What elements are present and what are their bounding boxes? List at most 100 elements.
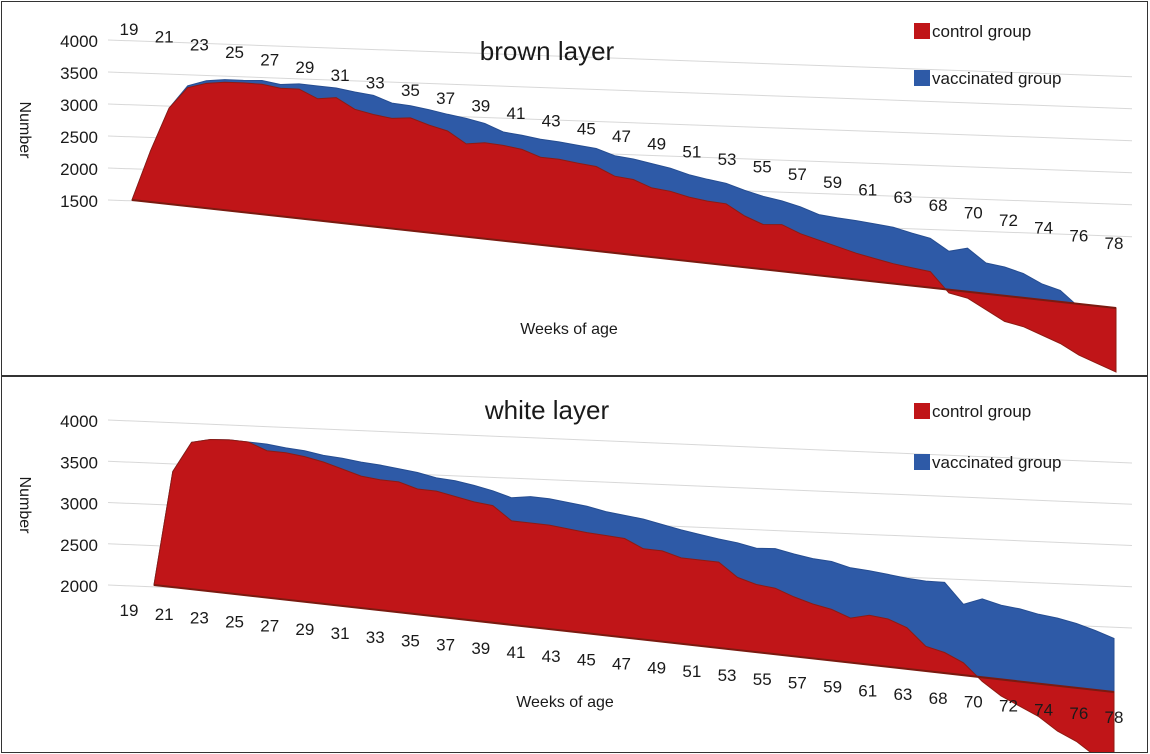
x-tick-label: 76 xyxy=(1069,704,1088,723)
brown-layer-chart: brown layer Number Weeks of age control … xyxy=(16,20,1133,373)
x-tick-label: 61 xyxy=(858,681,877,700)
x-tick-label: 74 xyxy=(1034,700,1053,719)
x-tick-label: 72 xyxy=(999,211,1018,230)
x-tick-label: 51 xyxy=(682,142,701,161)
x-tick-label: 43 xyxy=(542,647,561,666)
y-tick-label: 1500 xyxy=(60,192,98,211)
x-tick-label: 55 xyxy=(753,158,772,177)
chart-title: brown layer xyxy=(480,36,615,66)
x-tick-label: 21 xyxy=(155,28,174,47)
chart-title: white layer xyxy=(484,395,610,425)
y-tick-label: 2500 xyxy=(60,536,98,555)
x-tick-labels: 19 21 23 25 27 29 31 33 35 37 39 41 43 45 47 49 51 53 55 57… xyxy=(120,601,1124,727)
gridline xyxy=(107,39,1133,78)
x-tick-label: 63 xyxy=(893,685,912,704)
gridline xyxy=(107,419,1133,464)
legend: control group vaccinated group xyxy=(914,22,1061,88)
x-tick-label: 29 xyxy=(295,620,314,639)
y-tick-label: 3500 xyxy=(60,64,98,83)
x-tick-label: 39 xyxy=(471,96,490,115)
x-tick-label: 78 xyxy=(1105,234,1124,253)
y-tick-labels: 1500 2000 2500 3000 3500 4000 xyxy=(60,32,98,211)
x-tick-label: 74 xyxy=(1034,219,1053,238)
y-tick-label: 4000 xyxy=(60,32,98,51)
legend-label-vaccinated: vaccinated group xyxy=(932,453,1061,472)
y-tick-label: 2500 xyxy=(60,128,98,147)
x-tick-label: 72 xyxy=(999,697,1018,716)
white-layer-panel: white layer Number Weeks of age control … xyxy=(1,376,1148,753)
x-tick-label: 23 xyxy=(190,609,209,628)
x-tick-label: 59 xyxy=(823,677,842,696)
x-tick-label: 49 xyxy=(647,135,666,154)
x-tick-label: 35 xyxy=(401,81,420,100)
y-axis-label: Number xyxy=(16,102,33,160)
x-tick-label: 27 xyxy=(260,51,279,70)
x-tick-label: 70 xyxy=(964,693,983,712)
x-tick-label: 45 xyxy=(577,119,596,138)
x-tick-label: 29 xyxy=(295,58,314,77)
y-tick-label: 3500 xyxy=(60,453,98,472)
y-tick-label: 2000 xyxy=(60,160,98,179)
x-tick-label: 76 xyxy=(1069,226,1088,245)
x-tick-label: 61 xyxy=(858,181,877,200)
y-axis-label: Number xyxy=(16,477,33,535)
x-axis-label: Weeks of age xyxy=(516,694,614,711)
x-tick-label: 41 xyxy=(507,104,526,123)
y-tick-label: 3000 xyxy=(60,96,98,115)
x-tick-label: 39 xyxy=(471,639,490,658)
x-tick-label: 23 xyxy=(190,35,209,54)
legend-swatch-control xyxy=(914,403,930,419)
legend-label-control: control group xyxy=(932,22,1031,41)
x-tick-label: 31 xyxy=(331,66,350,85)
x-tick-label: 21 xyxy=(155,605,174,624)
x-tick-label: 25 xyxy=(225,612,244,631)
legend-label-vaccinated: vaccinated group xyxy=(932,69,1061,88)
x-tick-label: 25 xyxy=(225,43,244,62)
y-tick-labels: 2000 2500 3000 3500 4000 xyxy=(60,412,98,596)
x-tick-label: 43 xyxy=(542,112,561,131)
gridline xyxy=(107,71,1133,110)
legend-swatch-vaccinated xyxy=(914,70,930,86)
x-tick-label: 47 xyxy=(612,127,631,146)
x-tick-labels: 19 21 23 25 27 29 31 33 35 37 39 41 43 45 47 49 51 53 55 57… xyxy=(120,20,1124,253)
x-tick-label: 63 xyxy=(893,188,912,207)
x-axis-line xyxy=(153,584,1115,693)
x-tick-label: 59 xyxy=(823,173,842,192)
x-tick-label: 45 xyxy=(577,651,596,670)
y-tick-label: 3000 xyxy=(60,495,98,514)
x-tick-label: 68 xyxy=(929,196,948,215)
x-tick-label: 57 xyxy=(788,674,807,693)
legend: control group vaccinated group xyxy=(914,402,1061,472)
x-tick-label: 41 xyxy=(507,643,526,662)
series-area-control xyxy=(153,438,1115,752)
x-tick-label: 37 xyxy=(436,89,455,108)
x-tick-label: 27 xyxy=(260,616,279,635)
legend-swatch-vaccinated xyxy=(914,454,930,470)
x-tick-label: 19 xyxy=(120,601,139,620)
legend-swatch-control xyxy=(914,23,930,39)
y-tick-label: 4000 xyxy=(60,412,98,431)
x-tick-label: 78 xyxy=(1105,708,1124,727)
x-tick-label: 53 xyxy=(718,666,737,685)
x-tick-label: 51 xyxy=(682,662,701,681)
x-tick-label: 55 xyxy=(753,670,772,689)
x-tick-label: 35 xyxy=(401,632,420,651)
x-tick-label: 33 xyxy=(366,628,385,647)
x-tick-label: 70 xyxy=(964,203,983,222)
x-axis-line xyxy=(131,199,1117,309)
brown-layer-panel: brown layer Number Weeks of age control … xyxy=(1,1,1148,376)
x-axis-label: Weeks of age xyxy=(520,321,618,338)
white-layer-chart: white layer Number Weeks of age control … xyxy=(16,395,1133,752)
x-tick-label: 37 xyxy=(436,635,455,654)
x-tick-label: 53 xyxy=(718,150,737,169)
y-tick-label: 2000 xyxy=(60,577,98,596)
x-tick-label: 68 xyxy=(929,689,948,708)
legend-label-control: control group xyxy=(932,402,1031,421)
x-tick-label: 31 xyxy=(331,624,350,643)
x-tick-label: 33 xyxy=(366,74,385,93)
x-tick-label: 57 xyxy=(788,165,807,184)
series-area-control xyxy=(131,81,1117,373)
x-tick-label: 19 xyxy=(120,20,139,39)
x-tick-label: 47 xyxy=(612,655,631,674)
